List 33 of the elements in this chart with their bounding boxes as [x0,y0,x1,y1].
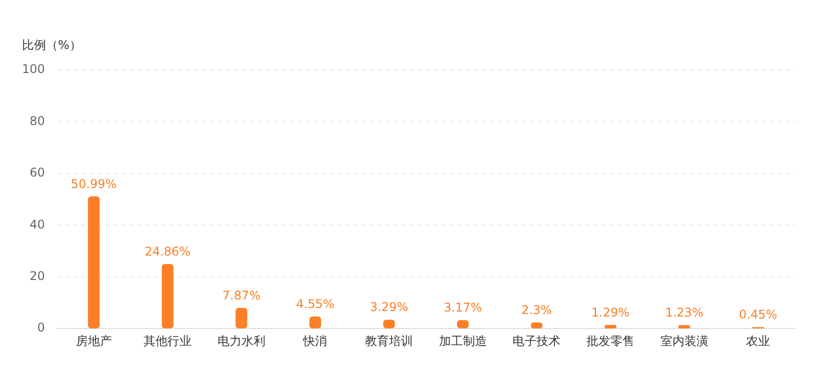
x-tick-label: 电力水利 [217,334,266,348]
data-label: 7.87% [222,288,260,302]
bar [678,325,690,328]
bar [236,308,248,328]
bar [604,324,616,328]
data-label: 1.29% [591,305,630,320]
y-tick-label: 0 [37,320,45,335]
data-label: 4.55% [296,296,334,311]
y-tick-label: 20 [30,269,45,284]
y-tick-label: 100 [22,62,45,76]
y-tick-label: 80 [30,114,45,128]
data-label: 3.17% [444,300,482,315]
data-label: 3.29% [370,300,408,314]
data-label: 1.23% [665,306,704,320]
y-tick-label: 40 [30,217,45,232]
data-label: 0.45% [739,308,778,322]
x-tick-label: 加工制造 [438,334,487,348]
x-tick-label: 农业 [746,334,770,348]
data-label: 50.99% [70,176,117,191]
y-axis-title: 比例（%） [22,38,82,52]
x-tick-label: 电子技术 [512,334,561,348]
bar [309,316,322,328]
y-tick-label: 60 [30,166,45,180]
x-tick-label: 其他行业 [144,334,192,348]
data-label: 24.86% [144,244,190,258]
bar [88,196,100,328]
x-tick-label: 房地产 [76,334,112,348]
x-tick-label: 室内装潢 [660,334,708,348]
x-tick-label: 教育培训 [365,334,414,348]
x-tick-label: 快消 [302,334,328,348]
data-label: 2.3% [521,302,552,317]
bar [162,264,174,328]
x-tick-label: 批发零售 [586,334,634,348]
